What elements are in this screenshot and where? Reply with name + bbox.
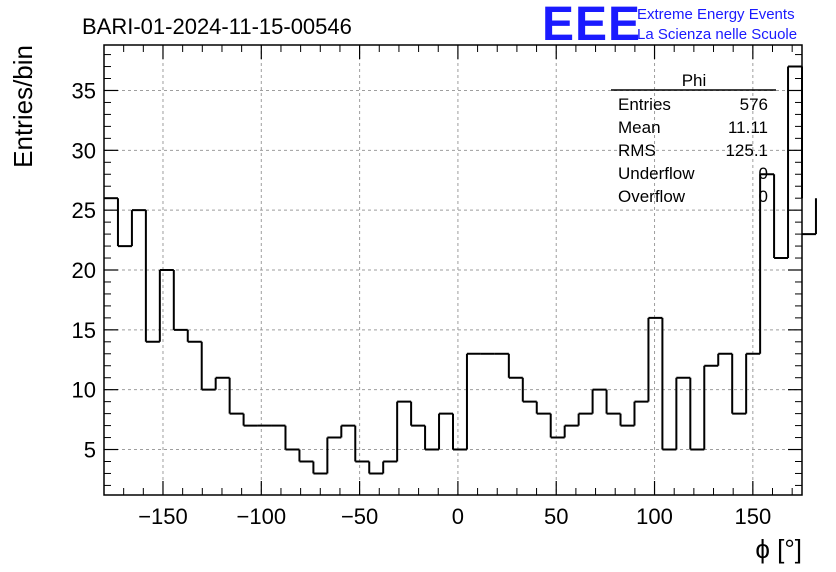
stats-label-mean: Mean <box>618 118 661 137</box>
histogram-bin <box>591 388 607 414</box>
histogram-bin <box>396 400 412 462</box>
histogram-bin <box>521 377 537 403</box>
histogram-bin <box>577 412 593 426</box>
histogram-bin <box>368 461 384 475</box>
histogram-bin <box>452 413 467 451</box>
stats-box: Phi Entries 576 Mean 11.11 RMS 125.1 Und… <box>611 71 776 206</box>
histogram-bin <box>465 352 481 450</box>
stats-value-underflow: 0 <box>759 164 768 183</box>
histogram-bin <box>312 461 328 475</box>
histogram-bin <box>703 364 719 450</box>
histogram-bin <box>116 198 132 248</box>
x-tick-label: −50 <box>341 504 378 529</box>
histogram-bin <box>619 413 635 427</box>
histogram-bin <box>689 377 705 451</box>
stats-value-overflow: 0 <box>759 187 768 206</box>
x-axis-title: ϕ [°] <box>755 534 802 564</box>
histogram-bin <box>717 352 733 366</box>
histogram-bin <box>284 425 300 451</box>
y-tick-label: 20 <box>72 258 96 283</box>
y-tick-label: 35 <box>72 78 96 103</box>
stats-label-rms: RMS <box>618 141 656 160</box>
axes: −150 −100 −50 0 50 100 150 5 10 15 20 25 30 35 <box>72 45 802 529</box>
x-tick-label: −100 <box>237 504 287 529</box>
histogram-bin <box>773 174 789 260</box>
histogram-bin <box>326 436 342 474</box>
histogram-bin <box>563 424 579 438</box>
stats-title: Phi <box>682 71 707 90</box>
histogram-bin <box>424 425 440 451</box>
y-axis-title: Entries/bin <box>8 45 38 168</box>
stats-value-rms: 125.1 <box>725 141 768 160</box>
histogram-bin <box>242 413 258 427</box>
stats-label-entries: Entries <box>618 95 671 114</box>
histogram-bin <box>675 376 691 450</box>
stats-label-overflow: Overflow <box>618 187 686 206</box>
y-tick-label: 25 <box>72 198 96 223</box>
histogram-bin <box>661 317 677 451</box>
histogram-bin <box>507 353 523 379</box>
histogram-bin <box>130 209 146 247</box>
histogram-bin <box>410 401 426 427</box>
histogram-bin <box>228 377 244 415</box>
stats-value-mean: 11.11 <box>728 118 768 137</box>
y-tick-label: 10 <box>72 378 96 403</box>
grid <box>104 45 802 495</box>
y-tick-label: 5 <box>84 438 96 463</box>
histogram-bin <box>549 413 565 439</box>
histogram-bin <box>382 460 398 474</box>
y-tick-label: 15 <box>72 318 96 343</box>
histogram-bin <box>633 400 649 426</box>
logo-line-1: Extreme Energy Events <box>637 6 795 23</box>
logo-line-2: La Scienza nelle Scuole <box>637 26 797 43</box>
histogram-bin <box>731 353 747 415</box>
histogram-series <box>104 65 817 475</box>
x-tick-label: 100 <box>636 504 673 529</box>
x-tick-label: 0 <box>452 504 464 529</box>
histogram-bin <box>172 270 188 331</box>
histogram-bin <box>186 329 202 343</box>
histogram-bin <box>802 198 817 236</box>
histogram-bin <box>214 376 230 390</box>
chart-title: BARI-01-2024-11-15-00546 <box>82 14 352 39</box>
histogram-bin <box>340 424 356 438</box>
y-tick-label: 30 <box>72 138 96 163</box>
histogram-bin <box>200 341 216 391</box>
logo-mark: EEE <box>542 0 641 51</box>
stats-value-entries: 576 <box>740 95 768 114</box>
x-tick-label: 150 <box>734 504 771 529</box>
histogram-bin <box>144 210 160 343</box>
histogram-bin <box>158 269 174 342</box>
x-tick-label: 50 <box>544 504 568 529</box>
histogram-bin <box>605 389 621 415</box>
logo: EEE Extreme Energy Events La Scienza nel… <box>542 0 797 51</box>
stats-label-underflow: Underflow <box>618 164 695 183</box>
histogram-bin <box>438 412 453 450</box>
x-tick-label: −150 <box>138 504 188 529</box>
histogram-bin <box>759 173 775 354</box>
histogram-bin <box>745 352 761 414</box>
histogram-bin <box>535 401 551 415</box>
histogram-bin <box>354 425 370 463</box>
histogram-bin <box>298 449 314 463</box>
histogram-bin <box>647 316 663 402</box>
